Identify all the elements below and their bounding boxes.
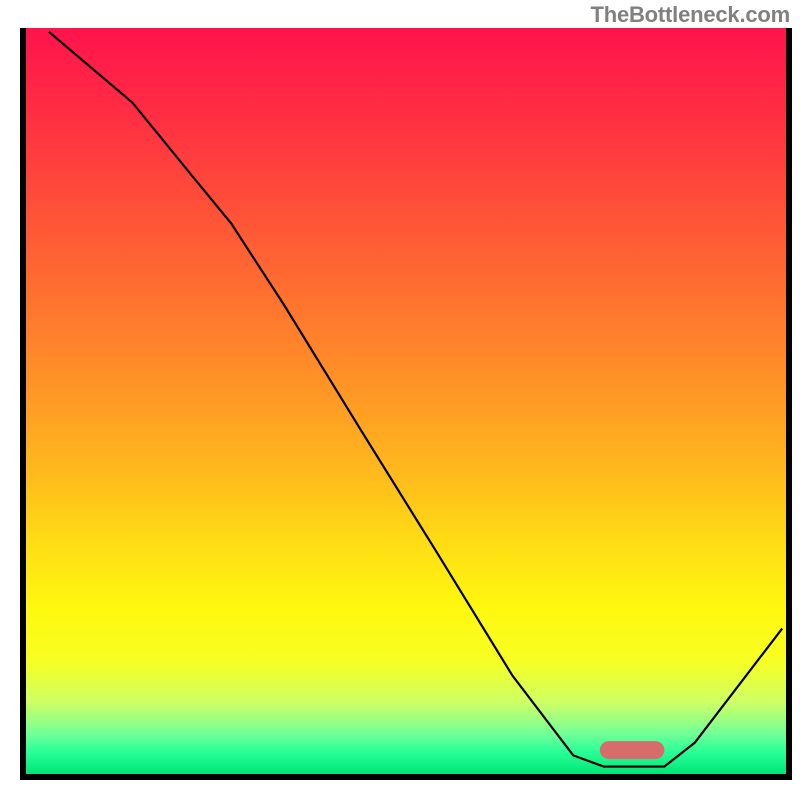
chart-frame: TheBottleneck.com bbox=[0, 0, 800, 800]
sweet-spot-marker bbox=[600, 741, 665, 759]
gradient-background bbox=[26, 28, 786, 774]
watermark-text: TheBottleneck.com bbox=[590, 2, 790, 28]
plot-outer-border bbox=[20, 28, 792, 780]
chart-svg bbox=[26, 28, 786, 774]
plot-area bbox=[26, 28, 786, 774]
